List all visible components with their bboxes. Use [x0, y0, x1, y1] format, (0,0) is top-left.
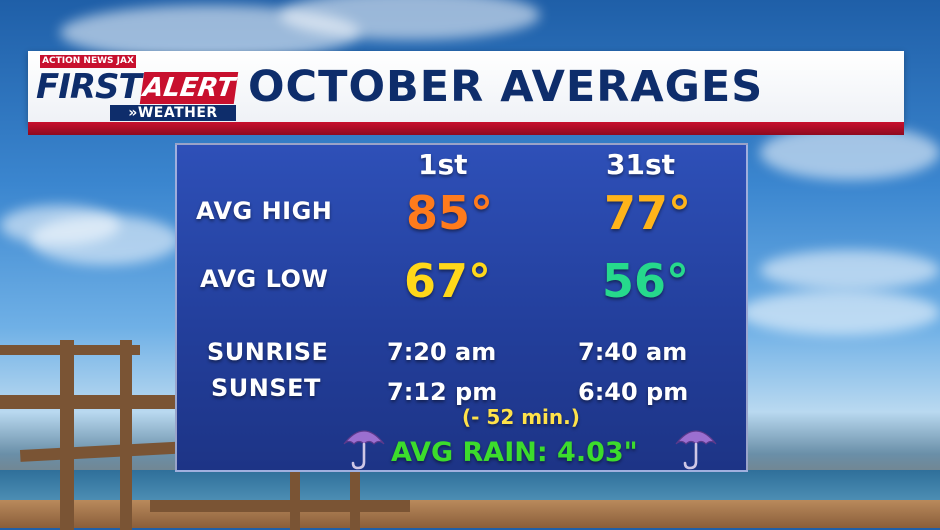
avg-high-label: AVG HIGH [196, 197, 333, 225]
sunset-label: SUNSET [211, 374, 321, 402]
first-alert-weather-logo: ACTION NEWS JAX FIRST ALERT »WEATHER [34, 55, 240, 123]
logo-station-text: ACTION NEWS JAX [40, 55, 136, 68]
sunrise-label: SUNRISE [207, 338, 329, 366]
avg-rain-text: AVG RAIN: 4.03" [391, 437, 638, 468]
avg-low-last-value: 56° [602, 254, 690, 308]
sunrise-last-value: 7:40 am [578, 338, 688, 366]
sunset-last-value: 6:40 pm [578, 378, 689, 406]
column-header-first: 1st [418, 148, 468, 181]
logo-weather-text: »WEATHER [110, 105, 236, 121]
sunset-first-value: 7:12 pm [387, 378, 498, 406]
avg-high-first-value: 85° [406, 186, 494, 240]
column-header-last: 31st [606, 148, 676, 181]
avg-low-label: AVG LOW [200, 265, 329, 293]
header-stripe [28, 122, 904, 135]
avg-high-last-value: 77° [604, 186, 692, 240]
page-title: OCTOBER AVERAGES [248, 62, 764, 112]
avg-low-first-value: 67° [404, 254, 492, 308]
averages-panel [175, 143, 748, 472]
umbrella-icon [343, 430, 385, 470]
logo-alert-text: ALERT [139, 72, 239, 104]
logo-first-text: FIRST [36, 67, 142, 107]
daylight-change-text: (- 52 min.) [462, 405, 580, 429]
umbrella-icon [675, 430, 717, 470]
sunrise-first-value: 7:20 am [387, 338, 497, 366]
